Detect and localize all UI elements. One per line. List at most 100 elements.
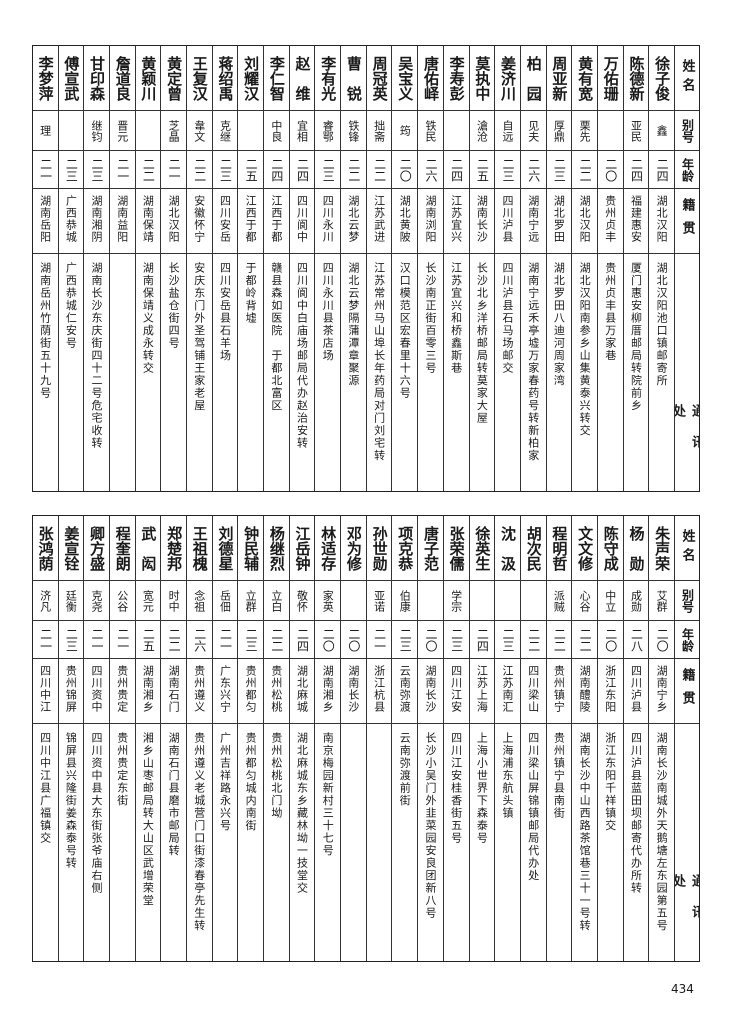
person-name-cell: 沈 汲 [495,516,520,581]
person-alias: 铁民 [423,119,437,142]
person-name-cell: 徐英生 [469,516,495,581]
person-column: 李寿彭 二四 江苏宜兴 江苏宜兴和桥鑫斯巷 [442,46,469,491]
person-origin-cell: 江西于都 [264,189,289,254]
person-name: 王复汉 [190,55,209,101]
person-age-cell: 二一 [212,621,238,659]
person-address: 湖北罗田八迪河周家湾 [552,262,566,387]
person-origin: 江苏上海 [475,665,489,713]
person-name-cell: 邓为修 [341,516,366,581]
person-address: 贵州遵义老城营门口街漆春亭先生转 [192,732,206,932]
person-name: 张荣儒 [447,525,466,571]
person-address-cell: 湖北汉阳池口镇邮寄所 [649,254,674,491]
person-address: 湘乡山枣邮局转大山区武增荣堂 [141,732,155,907]
person-alias: 晋元 [115,119,129,142]
person-address-cell: 江苏宜兴和桥鑫斯巷 [444,254,469,491]
person-name-cell: 李梦萍 [32,46,58,111]
person-name-cell: 程奎朗 [109,516,135,581]
person-origin-cell: 广西恭城 [58,189,84,254]
person-origin: 湖北黄陂 [398,195,412,243]
person-alias-cell: 派贼 [546,581,572,621]
header-cell-age: 年龄 [675,621,699,659]
person-age-cell: 二二 [572,151,597,189]
person-name: 柏 园 [524,55,543,101]
person-address-cell: 安庆东门外圣驾铺王家老屋 [187,254,212,491]
person-age-cell: 二二 [520,621,546,659]
header-label-address: 通讯处 [675,874,699,936]
person-address: 四川梁山屏锦镇邮局代办处 [526,732,540,882]
person-alias: 继钧 [90,119,104,142]
person-address: 湖南长沙中山西路茶馆巷三十一号转 [578,732,592,932]
person-address-cell: 赣县森如医院 于都北富区 [264,254,289,491]
person-address: 南京梅园新村三十七号 [321,732,335,857]
person-address-cell: 广西恭城仁安号 [59,254,84,491]
person-origin-cell: 湖北罗田 [546,189,572,254]
person-age: 二一 [218,627,233,652]
person-alias-cell: 栗先 [572,111,597,151]
person-column: 文文修 心谷 二二 湖南醴陵 湖南长沙中山西路茶馆巷三十一号转 [571,516,597,961]
person-column: 郑楚邦 时中 二二 湖南石门 湖南石门县磨市邮局转 [160,516,186,961]
person-address-cell: 广州吉祥路永兴号 [213,724,238,961]
person-age: 二四 [655,157,670,182]
person-alias-cell: 立白 [264,581,289,621]
person-name-cell: 黄定曾 [161,46,186,111]
person-origin-cell: 湖南醴陵 [572,659,597,724]
person-address-cell: 四川泸县蓝田坝邮寄代办所转 [624,724,649,961]
person-age-cell: 二二 [264,621,289,659]
person-column: 卿方盛 克尧 二一 四川资中 四川资中县大东街张爷庙右侧 [83,516,109,961]
header-column: 姓名 别号 年龄 籍贯 通讯处 [674,516,699,961]
person-name: 李有光 [319,55,338,101]
person-age-cell: 二六 [520,151,546,189]
person-address: 上海浦东航头镇 [501,732,515,820]
person-name: 黄有宽 [576,55,595,101]
person-name-cell: 陈守成 [597,516,623,581]
person-age-cell: 二三 [238,621,263,659]
person-name-cell: 唐子范 [418,516,443,581]
person-address: 广西恭城仁安号 [64,262,78,350]
person-alias-cell: 铁锋 [341,111,366,151]
person-address-cell: 贵州松桃北门坳 [264,724,289,961]
person-column: 吴宝义筠二〇 湖北黄陂 汉口模范区宏春里十六号 [391,46,418,491]
person-address-cell: 湖南保靖义成永转交 [136,254,161,491]
person-name: 杨 勋 [627,525,646,571]
person-origin: 四川梁山 [526,665,540,713]
person-age-cell: 二三 [443,621,469,659]
person-name: 郑楚邦 [165,525,184,571]
person-origin: 湖北汉阳 [167,195,181,243]
person-column: 李仁智 中良 二四 江西于都 赣县森如医院 于都北富区 [263,46,289,491]
person-alias: 栗先 [578,119,592,142]
person-column: 江岳钟 敬怀 二四 湖北麻城 湖北麻城东乡藏林坳一技堂交 [288,516,315,961]
person-address: 安庆东门外圣驾铺王家老屋 [192,262,206,412]
person-age-cell: 二〇 [392,151,418,189]
header-cell-origin: 籍贯 [675,189,699,254]
person-name-cell: 程明哲 [546,516,572,581]
person-name-cell: 蒋绍禹 [212,46,238,111]
person-origin: 湖北云梦 [346,195,360,243]
person-age-cell: 二三 [212,151,238,189]
person-name-cell: 曹 锐 [341,46,366,111]
person-column: 刘耀汉 二五 江西于都 于都岭背墟 [237,46,263,491]
person-name-cell: 张鸿荫 [32,516,58,581]
person-alias-cell [238,111,263,151]
person-name-cell: 黄有宽 [572,46,597,111]
person-name: 沈 汲 [499,525,518,571]
person-origin-cell: 广东兴宁 [212,659,238,724]
person-address-cell: 长沙北乡洋桥邮局转莫家大屋 [470,254,495,491]
person-age-cell: 二一 [109,621,135,659]
person-name: 杨继烈 [267,525,286,571]
person-origin: 安徽怀宁 [192,195,206,243]
person-address: 湖北云梦隔蒲潭章聚源 [346,262,360,387]
person-age-cell: 二三 [84,151,109,189]
person-origin: 四川资中 [90,665,104,713]
person-origin: 四川永川 [321,195,335,243]
person-origin: 湖北麻城 [295,665,309,713]
person-alias: 立白 [269,589,283,612]
person-name-cell: 周亚新 [546,46,572,111]
person-age-cell: 二三 [58,621,84,659]
person-origin-cell: 江苏上海 [469,659,495,724]
person-origin-cell: 贵州锦屏 [58,659,84,724]
person-alias-cell [58,111,84,151]
person-name-cell: 武 闳 [135,516,161,581]
person-address-cell: 四川资中县大东街张爷庙右侧 [84,724,109,961]
person-origin-cell: 湖南益阳 [109,189,135,254]
person-address: 湖北汉阳南参乡山集黄泰兴转交 [578,262,592,437]
